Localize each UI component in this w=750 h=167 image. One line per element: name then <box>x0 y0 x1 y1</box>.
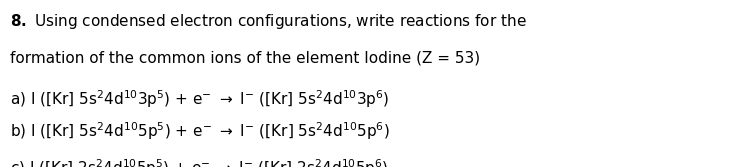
Text: c) I ([Kr] 2s$^{2}$4d$^{10}$5p$^{5}$) + e$^{-}$ $\rightarrow$ I$^{-}$ ([Kr] 2s$^: c) I ([Kr] 2s$^{2}$4d$^{10}$5p$^{5}$) + … <box>10 157 388 167</box>
Text: formation of the common ions of the element Iodine (Z = 53): formation of the common ions of the elem… <box>10 50 480 65</box>
Text: a) I ([Kr] 5s$^{2}$4d$^{10}$3p$^{5}$) + e$^{-}$ $\rightarrow$ I$^{-}$ ([Kr] 5s$^: a) I ([Kr] 5s$^{2}$4d$^{10}$3p$^{5}$) + … <box>10 89 389 110</box>
Text: b) I ([Kr] 5s$^{2}$4d$^{10}$5p$^{5}$) + e$^{-}$ $\rightarrow$ I$^{-}$ ([Kr] 5s$^: b) I ([Kr] 5s$^{2}$4d$^{10}$5p$^{5}$) + … <box>10 120 389 142</box>
Text: $\mathbf{8.}$ Using condensed electron configurations, write reactions for the: $\mathbf{8.}$ Using condensed electron c… <box>10 12 526 31</box>
